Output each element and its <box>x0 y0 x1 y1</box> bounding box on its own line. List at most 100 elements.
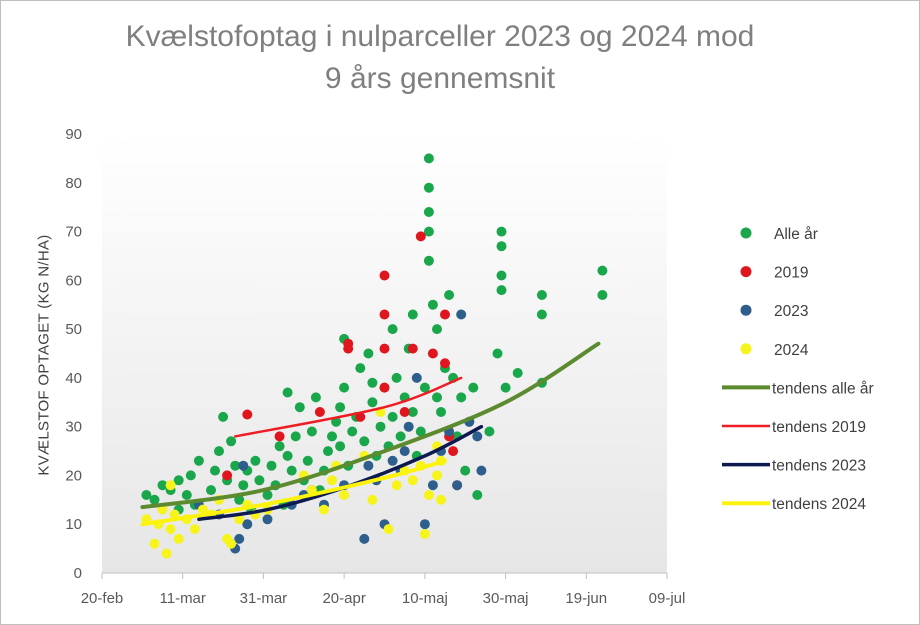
y-tick-label-1: 10 <box>65 516 82 533</box>
point-alle-r-87 <box>512 368 523 378</box>
legend-trend-label-3: tendens 2024 <box>772 496 866 513</box>
point-2023-13 <box>387 455 398 466</box>
legend-trend-label-0: tendens alle år <box>772 380 874 397</box>
point-alle-r-81 <box>492 348 503 359</box>
legend-label-3: 2024 <box>774 342 809 359</box>
point-alle-r-47 <box>359 436 370 447</box>
point-2019-2 <box>274 431 285 442</box>
point-alle-r-54 <box>387 411 398 422</box>
point-alle-r-0 <box>141 490 152 500</box>
point-2023-26 <box>363 460 374 471</box>
point-2024-4 <box>161 548 172 559</box>
legend-marker-2 <box>740 304 752 316</box>
point-alle-r-64 <box>423 182 434 193</box>
point-2023-27 <box>399 446 410 457</box>
y-tick-label-6: 60 <box>65 272 82 289</box>
point-alle-r-68 <box>427 299 438 310</box>
point-2023-4 <box>242 519 253 530</box>
legend-marker-0 <box>740 227 752 239</box>
point-2024-30 <box>391 480 402 491</box>
point-alle-r-34 <box>306 426 317 437</box>
point-2023-17 <box>419 519 430 530</box>
point-alle-r-48 <box>363 348 374 359</box>
legend-label-2: 2023 <box>774 303 808 320</box>
trendline-0 <box>140 341 601 510</box>
point-2024-10 <box>189 524 200 535</box>
y-tick-label-4: 40 <box>65 370 82 387</box>
point-alle-r-9 <box>193 455 204 466</box>
point-alle-r-95 <box>407 309 418 320</box>
point-alle-r-56 <box>395 431 406 442</box>
point-alle-r-10 <box>206 485 216 496</box>
point-alle-r-44 <box>347 426 358 437</box>
point-alle-r-22 <box>254 475 265 486</box>
point-alle-r-23 <box>262 490 273 500</box>
point-2019-12 <box>427 348 438 359</box>
point-2023-21 <box>452 480 463 491</box>
x-tick-label-5: 30-maj <box>483 590 529 607</box>
point-alle-r-82 <box>496 226 507 237</box>
legend-label-1: 2019 <box>774 265 808 282</box>
trendline-1 <box>233 376 463 438</box>
x-tick-label-1: 11-mar <box>160 590 206 607</box>
point-alle-r-4 <box>173 475 184 486</box>
x-tick-label-6: 19-jun <box>565 590 607 607</box>
point-alle-r-97 <box>367 377 378 388</box>
point-2019-7 <box>379 309 390 320</box>
point-alle-r-15 <box>226 436 237 447</box>
point-alle-r-28 <box>282 450 293 461</box>
point-alle-r-63 <box>423 153 434 164</box>
chart-title: Kvælstofoptag i nulparceller 2023 og 202… <box>125 20 755 95</box>
point-2019-4 <box>343 338 354 349</box>
x-tick-label-7: 09-jul <box>649 590 686 607</box>
trendline-3 <box>140 458 447 527</box>
point-alle-r-65 <box>423 207 434 217</box>
point-alle-r-91 <box>597 265 608 276</box>
point-2024-34 <box>419 529 430 539</box>
point-2019-10 <box>407 343 418 354</box>
point-2019-5 <box>379 382 390 393</box>
point-alle-r-41 <box>335 441 346 452</box>
point-alle-r-11 <box>210 465 220 476</box>
point-2019-6 <box>379 270 390 281</box>
point-2023-3 <box>234 533 245 544</box>
x-tick-label-2: 31-mar <box>240 590 288 607</box>
point-2023-10 <box>359 533 370 544</box>
point-2023-5 <box>262 514 273 525</box>
point-2024-3 <box>157 504 168 515</box>
point-2024-25 <box>339 490 350 500</box>
point-alle-r-96 <box>282 387 293 398</box>
point-alle-r-29 <box>286 465 297 476</box>
point-alle-r-72 <box>444 290 455 300</box>
point-2019-13 <box>440 309 450 320</box>
y-tick-label-2: 20 <box>65 467 82 484</box>
point-2024-5 <box>165 524 176 535</box>
y-tick-label-0: 0 <box>74 565 82 582</box>
y-tick-label-3: 30 <box>65 419 82 436</box>
x-tick-label-0: 20-feb <box>81 590 124 607</box>
point-2024-16 <box>234 514 245 525</box>
point-alle-r-16 <box>230 460 241 471</box>
legend-trend-label-1: tendens 2019 <box>772 419 866 436</box>
legend-label-0: Alle år <box>774 226 818 243</box>
point-2019-8 <box>379 343 390 354</box>
point-alle-r-51 <box>375 421 386 432</box>
point-2024-35 <box>423 490 434 500</box>
point-2019-1 <box>222 470 233 481</box>
point-alle-r-76 <box>460 465 471 476</box>
point-alle-r-46 <box>355 363 366 374</box>
point-2024-38 <box>436 494 446 505</box>
point-alle-r-98 <box>432 392 442 403</box>
point-alle-r-84 <box>496 270 507 281</box>
point-alle-r-70 <box>436 407 446 417</box>
y-tick-label-7: 70 <box>65 224 82 241</box>
point-alle-r-89 <box>536 309 547 320</box>
point-alle-r-99 <box>335 402 346 413</box>
point-2024-32 <box>407 475 418 486</box>
point-alle-r-75 <box>456 392 467 403</box>
point-2024-37 <box>432 470 442 481</box>
point-alle-r-31 <box>294 402 305 413</box>
point-2019-0 <box>242 409 253 420</box>
point-alle-r-92 <box>597 290 608 300</box>
